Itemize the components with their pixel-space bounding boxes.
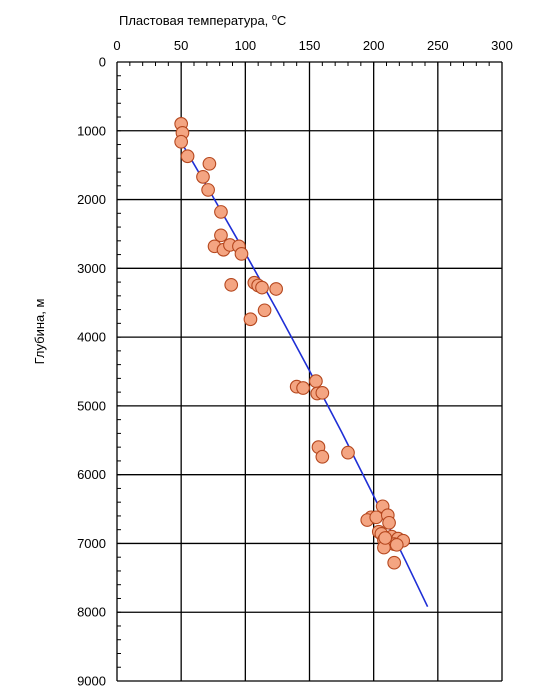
y-tick-labels: 0 1000 2000 3000 4000 5000 6000 7000 8000 9000 bbox=[77, 55, 106, 689]
y-axis-title: Глубина, м bbox=[32, 299, 47, 365]
grid bbox=[116, 61, 503, 682]
data-point bbox=[234, 247, 249, 261]
y-tick-label: 3000 bbox=[77, 261, 106, 276]
y-tick-label: 2000 bbox=[77, 192, 106, 207]
y-tick-label: 8000 bbox=[77, 605, 106, 620]
x-tick-labels: 0 50 100 150 200 250 300 bbox=[113, 38, 512, 53]
x-axis-title: Пластовая температура, оС bbox=[119, 12, 286, 28]
x-tick-label: 100 bbox=[234, 38, 256, 53]
data-point bbox=[341, 445, 355, 460]
x-axis-title-superscript: о bbox=[272, 12, 277, 22]
data-point bbox=[378, 531, 393, 545]
data-point bbox=[196, 170, 210, 184]
data-point bbox=[201, 183, 215, 197]
y-tick-label: 9000 bbox=[77, 674, 106, 689]
data-point bbox=[387, 555, 402, 570]
data-point bbox=[214, 228, 228, 243]
y-tick-label: 6000 bbox=[77, 467, 106, 482]
data-point bbox=[255, 280, 269, 295]
data-point bbox=[224, 277, 239, 292]
x-axis-title-suffix: С bbox=[277, 13, 286, 28]
y-tick-label: 1000 bbox=[77, 123, 106, 138]
data-point bbox=[257, 303, 272, 318]
x-tick-label: 50 bbox=[174, 38, 188, 53]
data-point bbox=[315, 385, 330, 400]
data-point bbox=[214, 205, 228, 219]
data-point bbox=[309, 374, 323, 388]
x-tick-label: 0 bbox=[113, 38, 120, 53]
data-point bbox=[269, 282, 283, 296]
x-tick-label: 250 bbox=[427, 38, 449, 53]
data-point bbox=[315, 449, 330, 464]
data-points bbox=[174, 117, 411, 570]
data-point bbox=[243, 312, 258, 327]
x-tick-label: 200 bbox=[363, 38, 385, 53]
data-point bbox=[202, 156, 217, 171]
data-point bbox=[369, 510, 384, 525]
x-tick-label: 150 bbox=[299, 38, 321, 53]
data-point bbox=[174, 134, 189, 149]
x-axis-title-prefix: Пластовая температура, bbox=[119, 13, 272, 28]
x-tick-label: 300 bbox=[491, 38, 513, 53]
data-point bbox=[389, 537, 404, 552]
y-tick-label: 0 bbox=[99, 55, 106, 70]
data-point bbox=[382, 515, 396, 530]
y-tick-label: 5000 bbox=[77, 398, 106, 413]
data-point bbox=[296, 381, 310, 395]
y-tick-label: 7000 bbox=[77, 536, 106, 551]
data-point bbox=[180, 149, 195, 164]
y-tick-label: 4000 bbox=[77, 330, 106, 345]
minor-ticks bbox=[116, 61, 503, 682]
